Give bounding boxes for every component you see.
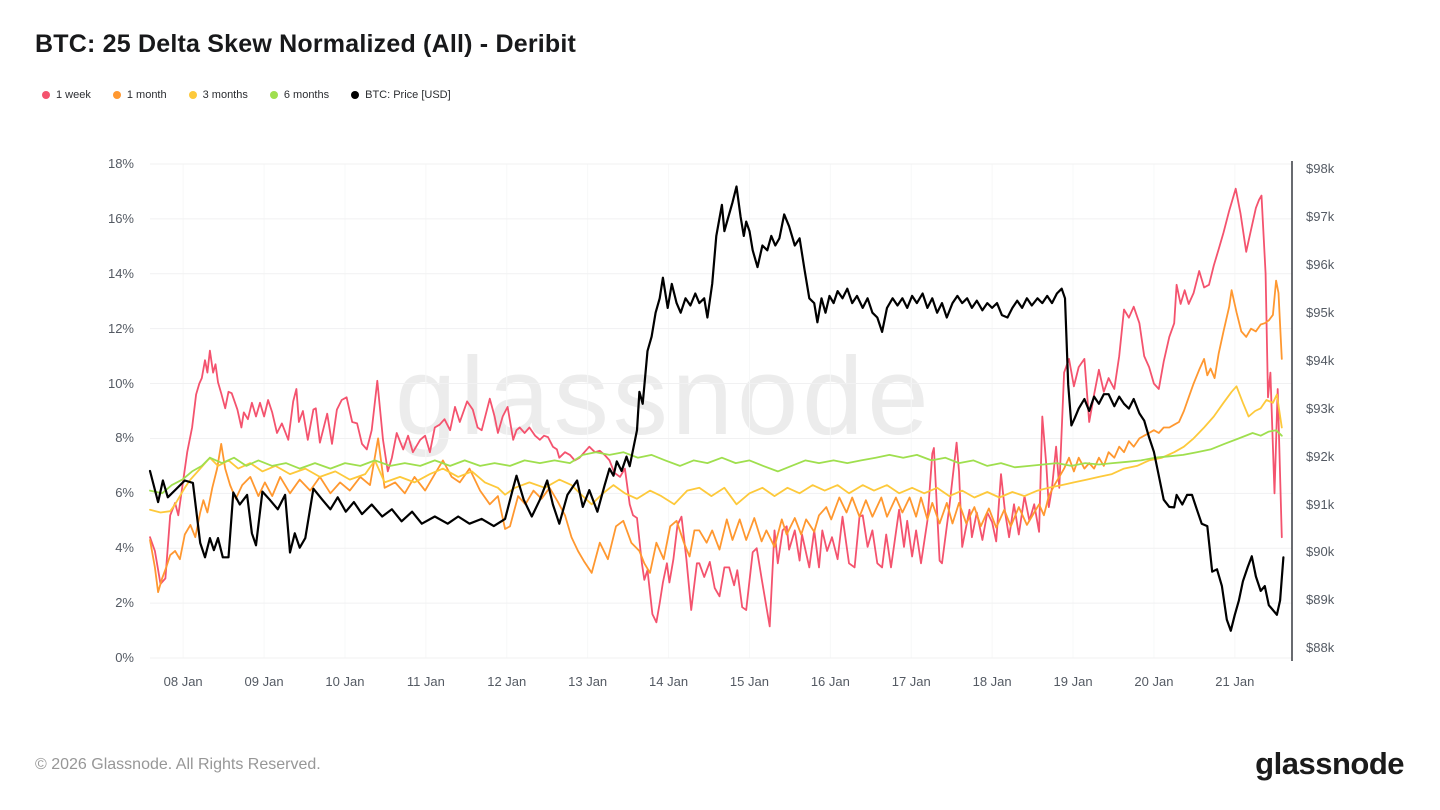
series-line-3-months [149,385,1283,514]
y-right-tick-label: $97k [1306,208,1335,224]
x-axis-tick-label: 10 Jan [325,674,365,689]
legend-item-6-months[interactable]: 6 months [269,89,330,101]
glassnode-watermark: glassnode [395,335,933,458]
x-axis-tick-label: 18 Jan [972,674,1012,689]
x-axis-tick-label: 19 Jan [1053,674,1093,689]
x-axis-tick-label: 08 Jan [163,674,203,689]
x-axis-tick-label: 13 Jan [568,674,608,689]
y-left-tick-label: 18% [107,156,134,171]
legend-dot-icon [42,91,50,99]
y-left-tick-label: 0% [115,650,134,665]
legend-label: 6 months [283,89,330,101]
legend-label: 1 week [56,89,91,101]
series-line-1-week [149,187,1283,628]
y-left-tick-label: 12% [107,320,134,336]
legend-dot-icon [351,91,360,99]
y-right-tick-label: $90k [1306,544,1335,560]
x-axis-tick-label: 09 Jan [244,674,284,689]
y-right-tick-label: $98k [1306,160,1335,176]
series-line-btc-price-usd- [148,185,1285,632]
legend-label: 1 month [126,89,167,101]
y-left-tick-label: 16% [107,210,134,226]
x-axis-tick-label: 12 Jan [487,674,527,689]
y-right-tick-label: $95k [1306,304,1335,320]
legend-dot-icon [188,91,197,99]
x-axis-tick-label: 16 Jan [810,674,850,689]
x-axis-tick-label: 11 Jan [406,674,445,689]
y-left-tick-label: 2% [115,595,134,611]
y-right-tick-label: $92k [1306,448,1335,464]
y-right-tick-label: $96k [1306,256,1335,272]
x-axis-tick-label: 21 Jan [1215,674,1255,689]
chart-area[interactable]: glassnode 0% 2% 4% 6% 8% 10% 12% 14% 16% 18% $88k $… [0,120,1440,700]
legend-dot-icon [112,91,121,99]
y-right-tick-label: $88k [1306,640,1335,656]
x-axis-tick-label: 17 Jan [891,674,931,689]
y-left-tick-label: 14% [107,265,134,281]
series-line-1-month [149,279,1283,594]
y-right-tick-label: $91k [1306,496,1335,512]
legend-label: BTC: Price [USD] [365,89,451,101]
y-left-tick-label: 4% [115,540,134,556]
y-right-tick-label: $93k [1306,400,1335,416]
series-line-6-months [149,429,1283,495]
y-right-tick-label: $89k [1306,592,1335,608]
x-axis-tick-label: 15 Jan [729,674,769,689]
glassnode-logo: glassnode [1255,746,1404,781]
legend-item-3-months[interactable]: 3 months [188,89,248,101]
x-axis-tick-label: 20 Jan [1134,674,1174,689]
y-left-tick-label: 6% [115,485,134,501]
legend-item-1-month[interactable]: 1 month [112,89,167,101]
y-right-tick-label: $94k [1306,352,1335,368]
legend-item-1-week[interactable]: 1 week [42,89,91,101]
legend-dot-icon [269,91,278,99]
legend-label: 3 months [202,89,248,101]
y-left-tick-label: 8% [115,430,134,446]
chart-plot[interactable] [0,120,1440,700]
chart-legend: 1 week 1 month 3 months 6 months BTC: Price … [42,89,451,101]
copyright-text: © 2026 Glassnode. All Rights Reserved. [35,756,321,773]
legend-item-btc-price-usd-[interactable]: BTC: Price [USD] [351,89,451,101]
x-axis-tick-label: 14 Jan [649,674,689,689]
y-left-tick-label: 10% [107,375,134,391]
page-title: BTC: 25 Delta Skew Normalized (All) - De… [35,30,577,58]
